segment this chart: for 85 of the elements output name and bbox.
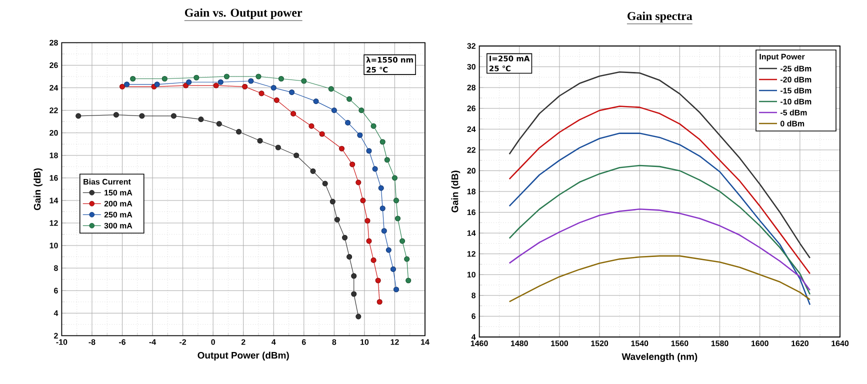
- point: [393, 286, 400, 292]
- point: [216, 121, 222, 127]
- point: [194, 74, 200, 80]
- point: [274, 97, 280, 103]
- point: [258, 90, 264, 96]
- line-series: [508, 208, 811, 291]
- point: [386, 247, 392, 253]
- point: [406, 278, 412, 284]
- point: [119, 84, 126, 90]
- point: [366, 238, 372, 244]
- point: [381, 228, 387, 234]
- point: [338, 146, 345, 152]
- point: [334, 216, 340, 222]
- point: [183, 82, 189, 88]
- point: [130, 76, 136, 82]
- point: [375, 278, 381, 284]
- point: [213, 82, 219, 88]
- point: [310, 168, 316, 174]
- point: [356, 180, 362, 186]
- point: [139, 113, 145, 119]
- point: [308, 123, 314, 129]
- point: [370, 257, 376, 263]
- point: [330, 198, 336, 204]
- line-series: [508, 106, 811, 274]
- point: [358, 108, 364, 114]
- point: [342, 234, 348, 240]
- point: [248, 78, 254, 84]
- point: [366, 148, 372, 154]
- point: [289, 89, 295, 96]
- point: [290, 110, 296, 116]
- point: [404, 256, 410, 262]
- point: [364, 218, 370, 224]
- point: [76, 113, 82, 119]
- point: [319, 131, 325, 137]
- point: [351, 273, 357, 279]
- point: [328, 86, 334, 92]
- point: [360, 198, 366, 204]
- point: [346, 96, 352, 102]
- point: [394, 216, 401, 222]
- point: [224, 74, 230, 80]
- point: [198, 116, 204, 122]
- point: [275, 144, 281, 150]
- point: [380, 206, 386, 212]
- chart-title: Gain spectra: [628, 12, 692, 22]
- point: [162, 76, 168, 82]
- point: [256, 74, 262, 80]
- point: [242, 84, 248, 90]
- x-axis-title: Wavelength (nm): [622, 353, 698, 362]
- point: [331, 108, 337, 114]
- point: [400, 238, 406, 244]
- point: [278, 76, 284, 82]
- point: [350, 162, 356, 168]
- point: [322, 180, 328, 186]
- point: [346, 254, 352, 260]
- y-axis-title: Gain (dB): [451, 170, 460, 212]
- point: [345, 120, 351, 126]
- point: [370, 123, 376, 129]
- point: [113, 112, 119, 118]
- point: [218, 79, 224, 85]
- point: [393, 198, 400, 204]
- point: [236, 128, 242, 135]
- line-series: [508, 132, 811, 306]
- point: [301, 78, 307, 84]
- point: [380, 139, 386, 145]
- point: [124, 82, 130, 88]
- point: [186, 79, 192, 85]
- line-series: [508, 164, 811, 296]
- point: [154, 82, 160, 88]
- point: [170, 113, 177, 119]
- point: [357, 132, 363, 138]
- point: [384, 157, 390, 163]
- point: [351, 291, 357, 297]
- point: [390, 266, 396, 272]
- point: [372, 166, 378, 172]
- chart-title: Gain vs. Output power: [184, 8, 302, 20]
- x-axis-title: Output Power (dBm): [198, 352, 289, 361]
- y-axis-title: Gain (dB): [34, 168, 42, 210]
- point: [378, 185, 384, 191]
- point: [392, 175, 398, 181]
- point: [356, 314, 362, 320]
- point: [294, 152, 300, 158]
- point: [376, 299, 382, 305]
- point: [313, 98, 319, 104]
- point: [270, 84, 276, 91]
- point: [257, 138, 263, 144]
